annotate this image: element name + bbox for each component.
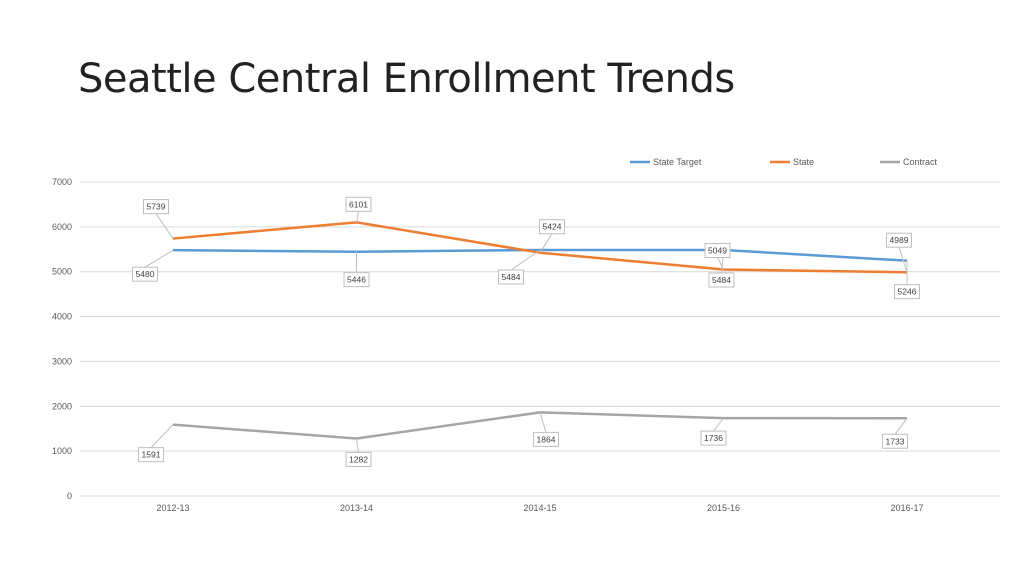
data-label-text: 4989 xyxy=(890,235,909,245)
data-label: 5424 xyxy=(539,219,565,253)
data-label-leader xyxy=(539,412,547,433)
data-label: 5739 xyxy=(143,199,174,239)
data-label-box xyxy=(138,447,164,463)
data-label-text: 1733 xyxy=(886,436,905,446)
data-label-box xyxy=(704,243,731,259)
y-tick-label: 0 xyxy=(67,491,72,501)
data-label: 5049 xyxy=(704,243,731,270)
data-label: 1736 xyxy=(700,417,727,446)
data-labels: 5480 5446 5484 5484 5246 5739 6101 5424 5049 4989… xyxy=(132,196,920,467)
data-label-box xyxy=(894,284,920,300)
data-label-text: 5049 xyxy=(708,246,727,256)
data-label-leader xyxy=(144,249,174,268)
legend-label: State xyxy=(793,157,814,167)
data-label: 1733 xyxy=(882,417,908,449)
data-label: 5480 xyxy=(132,249,174,282)
x-axis: 2012-13 2013-14 2014-15 2015-16 2016-17 xyxy=(156,503,923,513)
x-tick-label: 2013-14 xyxy=(340,503,373,513)
data-label-box xyxy=(143,199,169,215)
data-label-leader xyxy=(150,424,174,448)
data-label: 6101 xyxy=(345,196,372,223)
data-label: 1591 xyxy=(138,424,174,463)
data-label-box xyxy=(132,266,158,282)
y-tick-label: 2000 xyxy=(52,401,72,411)
data-label: 1282 xyxy=(345,438,372,467)
data-label-box xyxy=(700,430,727,446)
data-label-text: 1736 xyxy=(704,433,723,443)
data-label: 5484 xyxy=(498,249,541,285)
data-label-text: 5739 xyxy=(147,202,166,212)
data-label: 5484 xyxy=(708,249,735,288)
data-label-leader xyxy=(539,233,553,253)
data-label-text: 5484 xyxy=(712,275,731,285)
data-label-box xyxy=(343,272,370,288)
data-label-box xyxy=(708,272,735,288)
data-label-text: 1864 xyxy=(537,434,556,444)
data-label-leader xyxy=(717,257,724,270)
data-label-box xyxy=(886,232,912,248)
y-tick-label: 4000 xyxy=(52,312,72,322)
data-label: 1864 xyxy=(533,412,559,447)
data-label-leader xyxy=(155,213,174,239)
data-label-text: 5246 xyxy=(898,287,917,297)
data-label-text: 5446 xyxy=(347,275,366,285)
data-label-leader xyxy=(510,249,541,271)
legend: State Target State Contract xyxy=(630,157,938,167)
data-label-text: 6101 xyxy=(349,199,368,209)
data-label-text: 5424 xyxy=(543,222,562,232)
legend-label: Contract xyxy=(903,157,938,167)
data-label-box xyxy=(533,431,559,447)
x-tick-label: 2012-13 xyxy=(156,503,189,513)
legend-label: State Target xyxy=(653,157,702,167)
data-label-text: 5480 xyxy=(136,269,155,279)
data-label-box xyxy=(345,451,372,467)
data-label-box xyxy=(882,433,908,449)
data-label: 5246 xyxy=(894,260,920,300)
x-tick-label: 2016-17 xyxy=(890,503,923,513)
data-label-box xyxy=(539,219,565,235)
x-tick-label: 2015-16 xyxy=(707,503,740,513)
slide-title: Seattle Central Enrollment Trends xyxy=(78,56,735,102)
gridlines: 0 1000 2000 3000 4000 5000 6000 7000 xyxy=(52,177,1000,501)
data-label-text: 5484 xyxy=(502,272,521,282)
data-label-leader xyxy=(713,417,724,432)
y-tick-label: 5000 xyxy=(52,267,72,277)
y-tick-label: 3000 xyxy=(52,356,72,366)
data-label: 4989 xyxy=(886,232,912,273)
data-label-leader xyxy=(356,211,359,223)
data-label-box xyxy=(345,196,372,212)
y-tick-label: 6000 xyxy=(52,222,72,232)
data-label-leader xyxy=(894,417,908,435)
y-tick-label: 1000 xyxy=(52,446,72,456)
data-label: 5446 xyxy=(343,251,370,288)
data-label-box xyxy=(498,269,524,285)
x-tick-label: 2014-15 xyxy=(523,503,556,513)
data-label-leader xyxy=(356,438,359,453)
y-tick-label: 7000 xyxy=(52,177,72,187)
data-label-text: 1282 xyxy=(349,454,368,464)
data-label-text: 1591 xyxy=(142,450,161,460)
data-label-leader xyxy=(898,247,908,273)
